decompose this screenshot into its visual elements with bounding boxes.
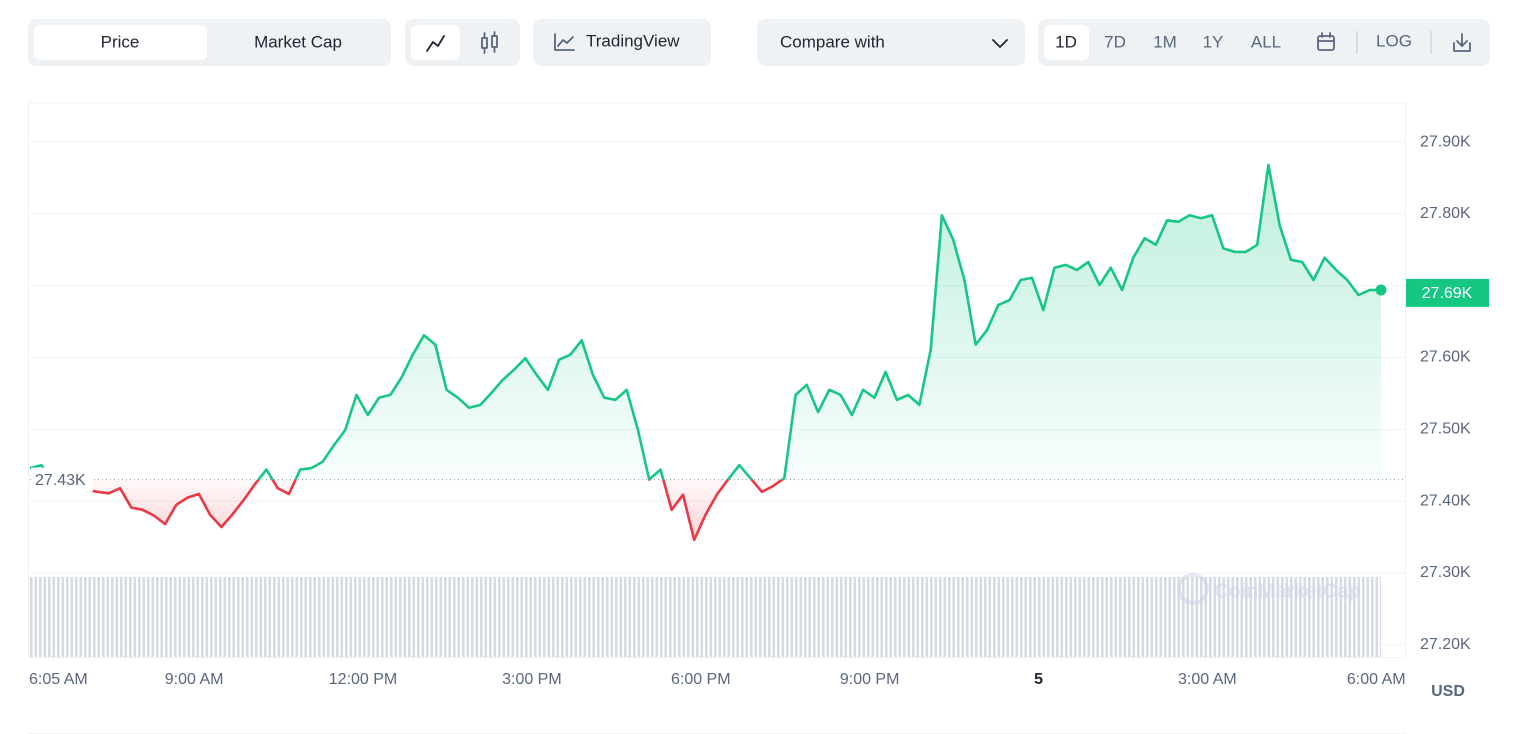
x-tick-label: 6:05 AM xyxy=(29,671,88,688)
y-tick-label: 27.80K xyxy=(1420,205,1471,222)
range-active xyxy=(1044,25,1089,60)
range-label: ALL xyxy=(1251,32,1281,51)
x-tick-label: 6:00 PM xyxy=(671,671,731,688)
x-tick-label: 5 xyxy=(1034,671,1043,688)
last-point xyxy=(1375,284,1387,296)
area-down xyxy=(54,479,783,540)
last-price-bg xyxy=(1406,278,1489,307)
baseline-label: 27.43K xyxy=(35,472,86,489)
plot xyxy=(29,163,1405,542)
last-price-label: 27.69K xyxy=(1422,285,1473,302)
area-up xyxy=(30,165,1381,480)
axes: 27.90K27.80K27.70K27.60K27.50K27.40K27.3… xyxy=(29,133,1489,688)
x-tick-label: 9:00 PM xyxy=(840,671,900,688)
currency-label: USD xyxy=(1431,683,1465,700)
tradingview-icon-line xyxy=(557,36,574,47)
range-buttons: 1D 7D 1M 1Y ALL xyxy=(1055,32,1281,51)
range-label: 1M xyxy=(1153,32,1177,51)
price-line-up xyxy=(29,163,1381,480)
x-tick-label: 3:00 AM xyxy=(1178,671,1237,688)
range-toggle xyxy=(1038,19,1490,66)
tradingview-icon xyxy=(554,33,575,51)
tradingview-label: TradingView xyxy=(586,31,680,50)
y-tick-label: 27.20K xyxy=(1420,636,1471,653)
price-line-down xyxy=(52,479,785,542)
volume-bars xyxy=(30,577,1381,657)
calendar-icon[interactable] xyxy=(1317,32,1335,51)
market-cap-label: Market Cap xyxy=(254,32,342,51)
baseline-label-bg xyxy=(31,467,93,492)
toolbar: Price Market Cap TradingView Compare wit… xyxy=(28,19,1490,66)
x-tick-label: 12:00 PM xyxy=(329,671,397,688)
y-tick-label: 27.90K xyxy=(1420,133,1471,150)
chevron-icon xyxy=(992,39,1008,48)
watermark: CoinMarketCap xyxy=(1177,573,1361,605)
compare-select[interactable] xyxy=(757,19,1025,66)
watermark-text: CoinMarketCap xyxy=(1214,580,1361,602)
compare-label: Compare with xyxy=(780,32,885,51)
x-tick-label: 6:00 AM xyxy=(1347,671,1406,688)
range-label: 7D xyxy=(1104,32,1126,51)
x-tick-label: 3:00 PM xyxy=(502,671,562,688)
price-label: Price xyxy=(101,32,140,51)
line-style-button[interactable] xyxy=(411,25,460,60)
candle-icon[interactable] xyxy=(481,31,498,54)
line-icon xyxy=(426,35,445,52)
range-label: 1D xyxy=(1055,32,1077,51)
y-tick-label: 27.50K xyxy=(1420,421,1471,438)
y-tick-label: 27.60K xyxy=(1420,349,1471,366)
log-label: LOG xyxy=(1376,31,1412,50)
y-tick-label: 27.30K xyxy=(1420,564,1471,581)
y-tick-label: 27.40K xyxy=(1420,492,1471,509)
x-tick-label: 9:00 AM xyxy=(165,671,224,688)
download-icon[interactable] xyxy=(1453,33,1471,52)
range-label: 1Y xyxy=(1203,32,1224,51)
price-button[interactable] xyxy=(34,25,207,60)
tradingview-button[interactable] xyxy=(533,19,711,66)
